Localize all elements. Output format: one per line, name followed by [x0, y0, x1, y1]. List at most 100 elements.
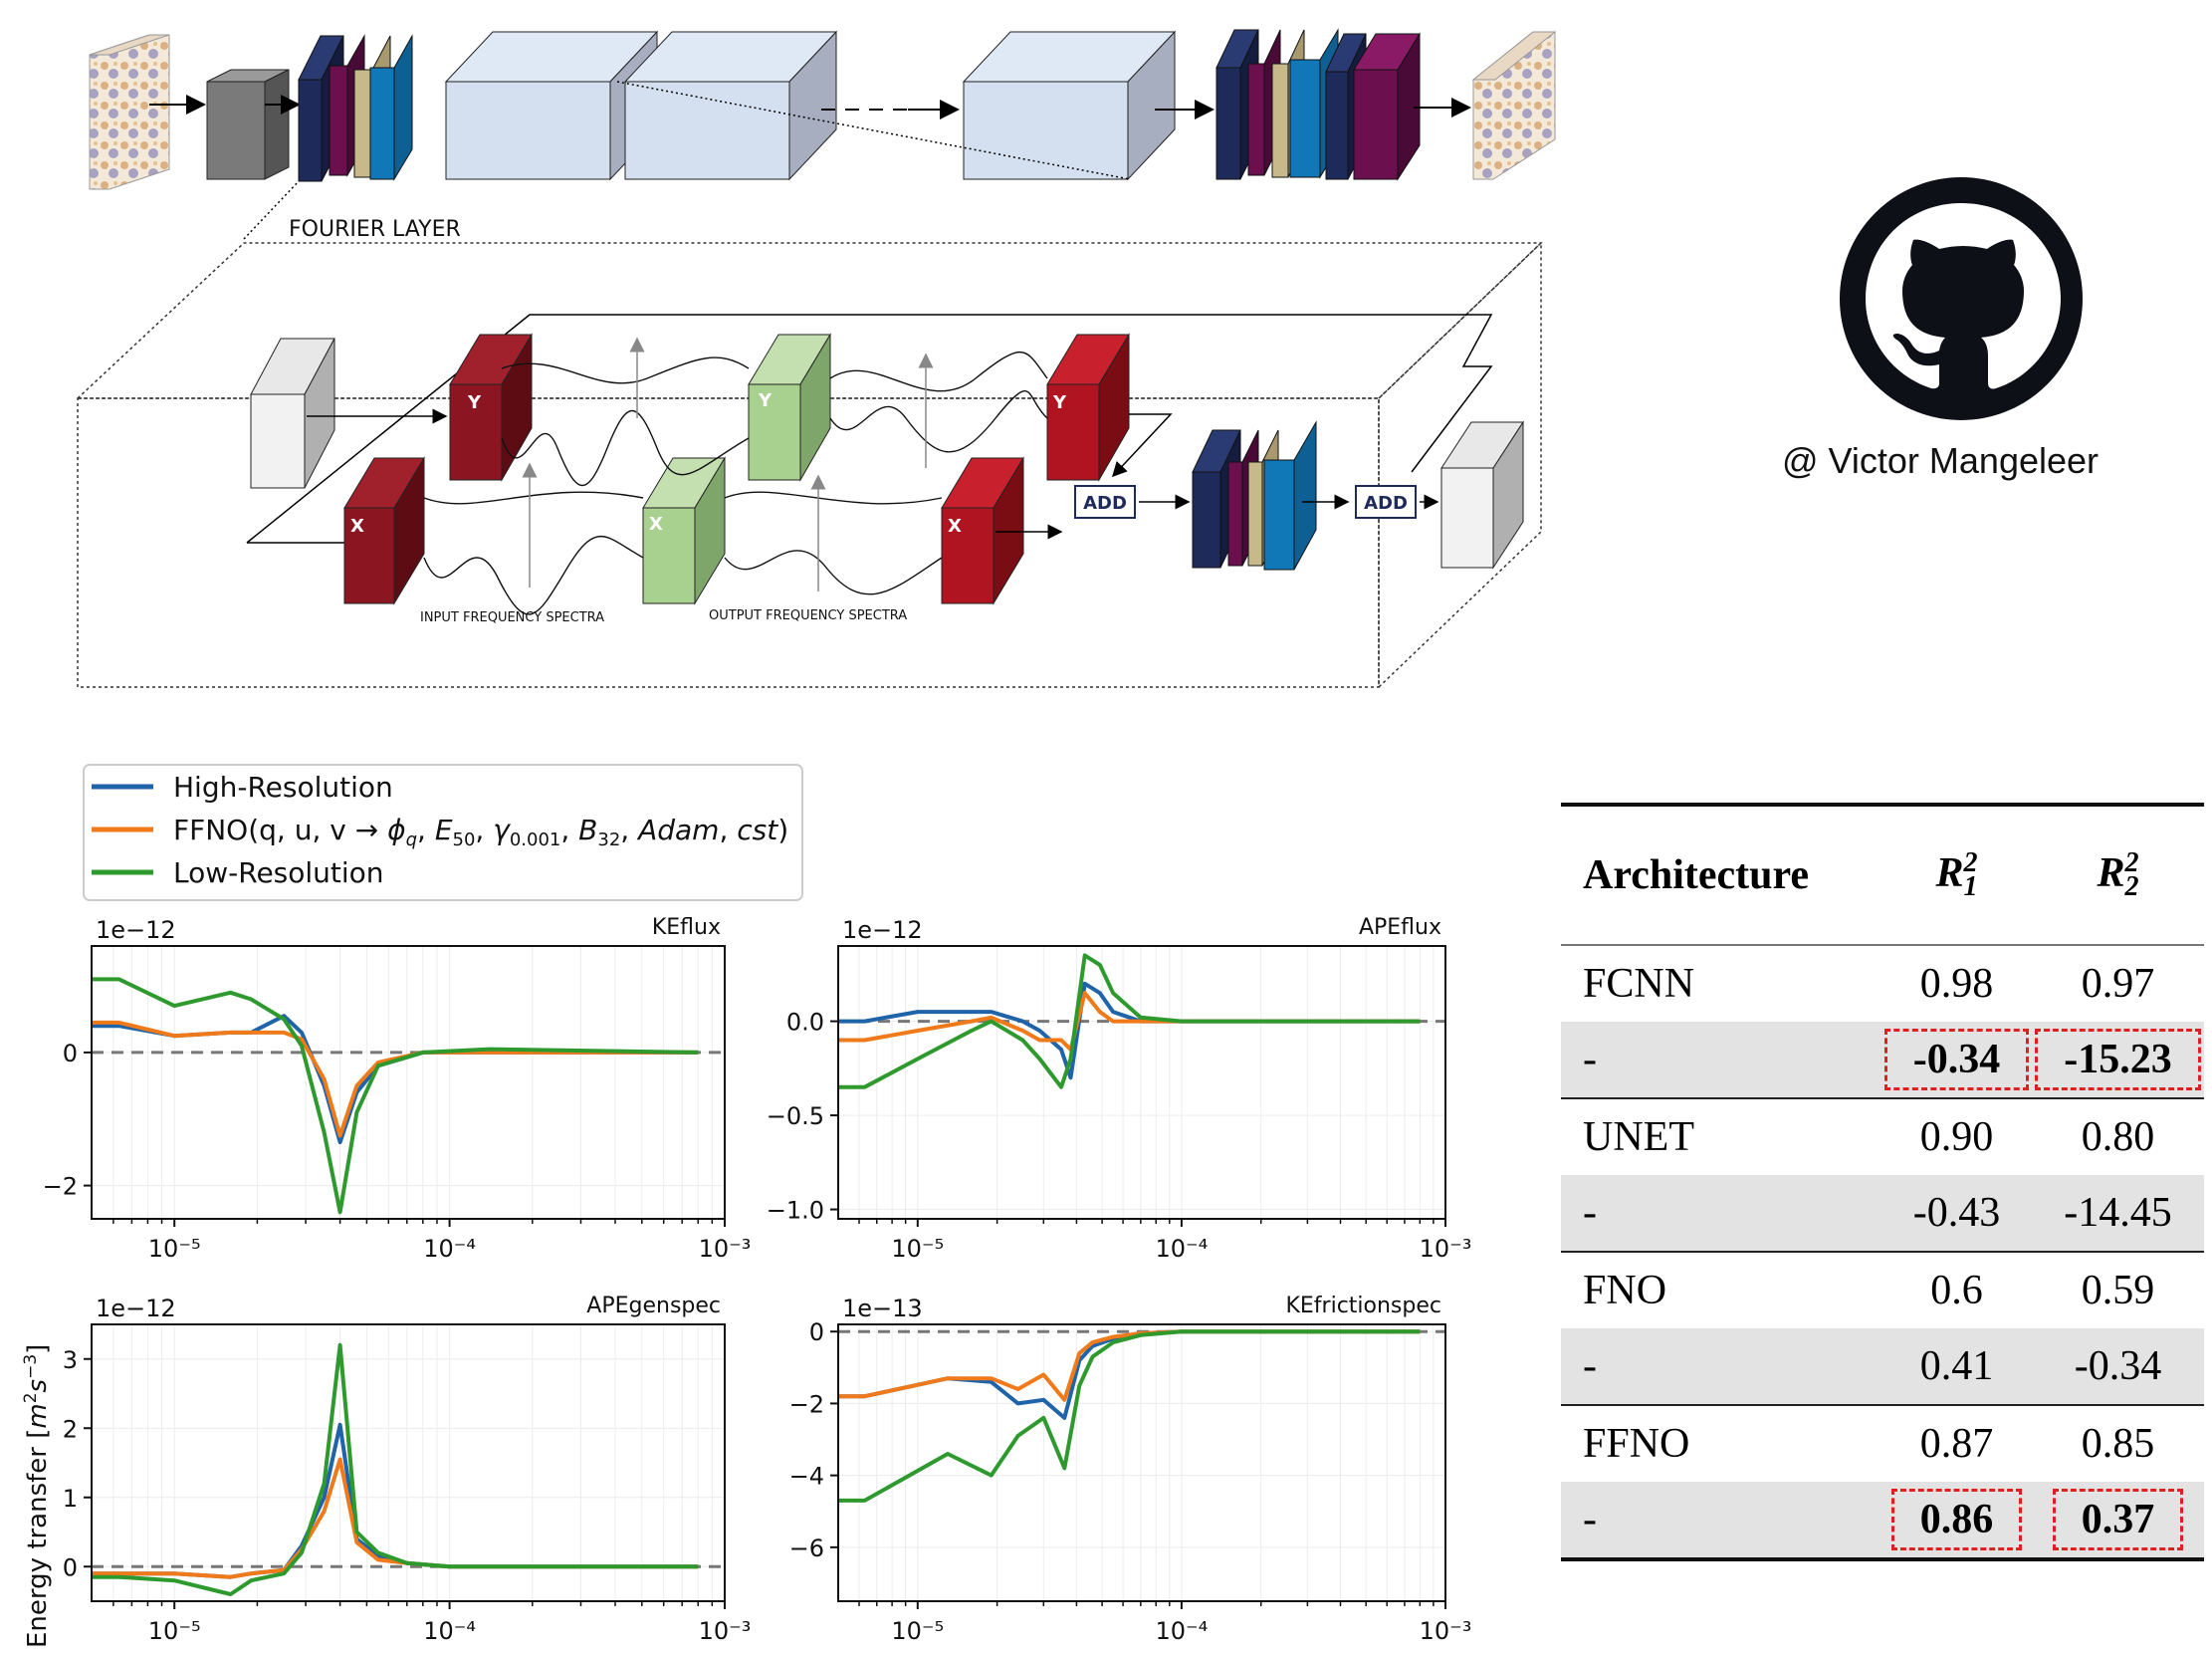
- cell-r2: 0.85: [2032, 1404, 2204, 1482]
- x-label: X: [350, 516, 364, 537]
- cell-architecture: -: [1561, 1482, 1881, 1561]
- chart-title: KEflux: [652, 915, 721, 940]
- y-label: Y: [1052, 392, 1067, 413]
- series-line-ffno: [838, 991, 1421, 1052]
- x-tick-label: 10⁻³: [699, 1235, 752, 1263]
- cell-architecture: FNO: [1561, 1251, 1881, 1328]
- cell-r1: 0.6: [1881, 1251, 2033, 1328]
- axes-frame: [837, 1323, 1446, 1602]
- spectral-arrows: [522, 337, 934, 591]
- legend-label-1: FFNO(q, u, v → ϕq, E50, γ0.001, B32, Ada…: [173, 814, 788, 850]
- series-line-ffno: [92, 1020, 699, 1138]
- output-spectra-label: OUTPUT FREQUENCY SPECTRA: [709, 608, 907, 623]
- cell-r1: -0.43: [1881, 1175, 2033, 1252]
- cell-r2: -0.34: [2032, 1328, 2204, 1405]
- axes-frame: [837, 945, 1446, 1220]
- x-tick-label: 10⁻⁴: [1155, 1235, 1208, 1263]
- norm-activation-stack: [298, 34, 413, 182]
- output-field-cube: [1471, 31, 1557, 180]
- cell-r1: 0.87: [1881, 1404, 2033, 1482]
- results-table: Architecture R21 R22 FCNN 0.98 0.97- -0.34-…: [1561, 803, 2204, 1561]
- chart-title: APEflux: [1359, 915, 1441, 940]
- x-tick-label: 10⁻⁵: [891, 1235, 944, 1263]
- legend-label-2: Low-Resolution: [173, 856, 384, 889]
- add-node-2: ADD: [1355, 485, 1417, 519]
- header-r2: R22: [2032, 805, 2204, 946]
- table-row: FNO 0.6 0.59: [1561, 1251, 2204, 1328]
- y-ifft-block: Y: [1046, 333, 1130, 482]
- network-architecture-diagram: FOURIER LAYER Y Y: [76, 28, 1557, 689]
- cell-architecture: -: [1561, 1328, 1881, 1405]
- fourier-layer-label: FOURIER LAYER: [289, 217, 461, 242]
- axis-multiplier: 1e−13: [842, 1295, 923, 1322]
- series-line-low-resolution: [92, 1342, 699, 1596]
- series-line-low-resolution: [92, 977, 699, 1215]
- x-tick-label: 10⁻⁵: [148, 1617, 201, 1645]
- cell-r2: 0.97: [2081, 961, 2155, 1007]
- series-line-low-resolution: [838, 953, 1421, 1089]
- table-row: UNET 0.90 0.80: [1561, 1097, 2204, 1175]
- add-label: ADD: [1083, 493, 1127, 514]
- chart-apegenspec: 0 1 2 3 10⁻⁵ 10⁻⁴ 10⁻³ 1e−12 APEgenspec: [63, 1294, 752, 1645]
- table-row: - -0.43 -14.45: [1561, 1175, 2204, 1252]
- x-tick-label: 10⁻⁴: [423, 1617, 476, 1645]
- chart-title: APEgenspec: [586, 1294, 721, 1318]
- x-tick-label: 10⁻⁴: [423, 1235, 476, 1263]
- x-label: X: [948, 516, 962, 537]
- cell-r1: 0.86: [1881, 1482, 2033, 1561]
- y-fft-block: Y: [449, 333, 533, 482]
- axis-multiplier: 1e−12: [96, 1295, 176, 1322]
- zoom-line: [616, 81, 1131, 180]
- cell-architecture: UNET: [1561, 1097, 1881, 1175]
- layer-output-block: [1440, 420, 1524, 570]
- lifting-block: [206, 69, 290, 180]
- input-spectra-label: INPUT FREQUENCY SPECTRA: [420, 610, 604, 625]
- zoom-line: [243, 180, 300, 240]
- cell-r1: 0.90: [1881, 1097, 2033, 1175]
- cell-architecture: -: [1561, 1175, 1881, 1252]
- cell-architecture: -: [1561, 1022, 1881, 1098]
- projection-stack: [1216, 28, 1339, 180]
- y-tick-label: −2: [789, 1390, 824, 1418]
- y-tick-label: 2: [63, 1415, 78, 1443]
- y-tick-label: 3: [63, 1346, 78, 1374]
- x-tick-label: 10⁻⁵: [891, 1617, 944, 1645]
- series-line-high-resolution: [838, 1329, 1421, 1420]
- x-tick-label: 10⁻³: [1420, 1617, 1472, 1645]
- cell-r1: -0.34: [1881, 1022, 2033, 1098]
- y-tick-label: −4: [789, 1463, 824, 1491]
- x-ifft-block: X: [941, 456, 1024, 605]
- series-line-high-resolution: [92, 1422, 699, 1579]
- cell-r2: 0.80: [2032, 1097, 2204, 1175]
- fourier-layer-box-2: [623, 30, 838, 181]
- y-tick-label: 0: [63, 1040, 78, 1067]
- axes-frame: [91, 1323, 726, 1602]
- x-spectral-block: X: [642, 456, 726, 605]
- frequency-waves: [423, 351, 1048, 615]
- x-fft-block: X: [343, 456, 425, 605]
- fourier-layer-box-n: [962, 30, 1177, 181]
- arrow: [1111, 413, 1173, 478]
- series-line-low-resolution: [838, 1329, 1421, 1503]
- norm-activation-stack-inner: [1192, 420, 1317, 571]
- y-label: Y: [467, 392, 482, 413]
- chart-kefrictionspec: −6 −4 −2 0 10⁻⁵ 10⁻⁴ 10⁻³ 1e−13 KEfrictionspec: [789, 1294, 1472, 1645]
- cell-architecture: FCNN: [1583, 961, 1695, 1007]
- cell-r2: -14.45: [2032, 1175, 2204, 1252]
- y-tick-label: 0.0: [786, 1009, 824, 1037]
- chart-title: KEfrictionspec: [1285, 1294, 1441, 1318]
- axis-multiplier: 1e−12: [842, 916, 923, 944]
- cell-r2: 0.37: [2032, 1482, 2204, 1561]
- x-label: X: [649, 514, 663, 535]
- axes-frame: [91, 945, 726, 1220]
- legend-label-0: High-Resolution: [173, 771, 393, 804]
- x-tick-label: 10⁻³: [1420, 1235, 1472, 1263]
- table-row: - -0.34 -15.23: [1561, 1022, 2204, 1098]
- cell-r1: 0.98: [1919, 961, 1994, 1007]
- chart-legend: High-Resolution FFNO(q, u, v → ϕq, E50, …: [83, 764, 803, 901]
- x-tick-label: 10⁻³: [699, 1617, 752, 1645]
- header-r1: R21: [1881, 805, 2033, 946]
- cell-architecture: FFNO: [1561, 1404, 1881, 1482]
- author-credit: @ Victor Mangeleer: [1782, 440, 2100, 481]
